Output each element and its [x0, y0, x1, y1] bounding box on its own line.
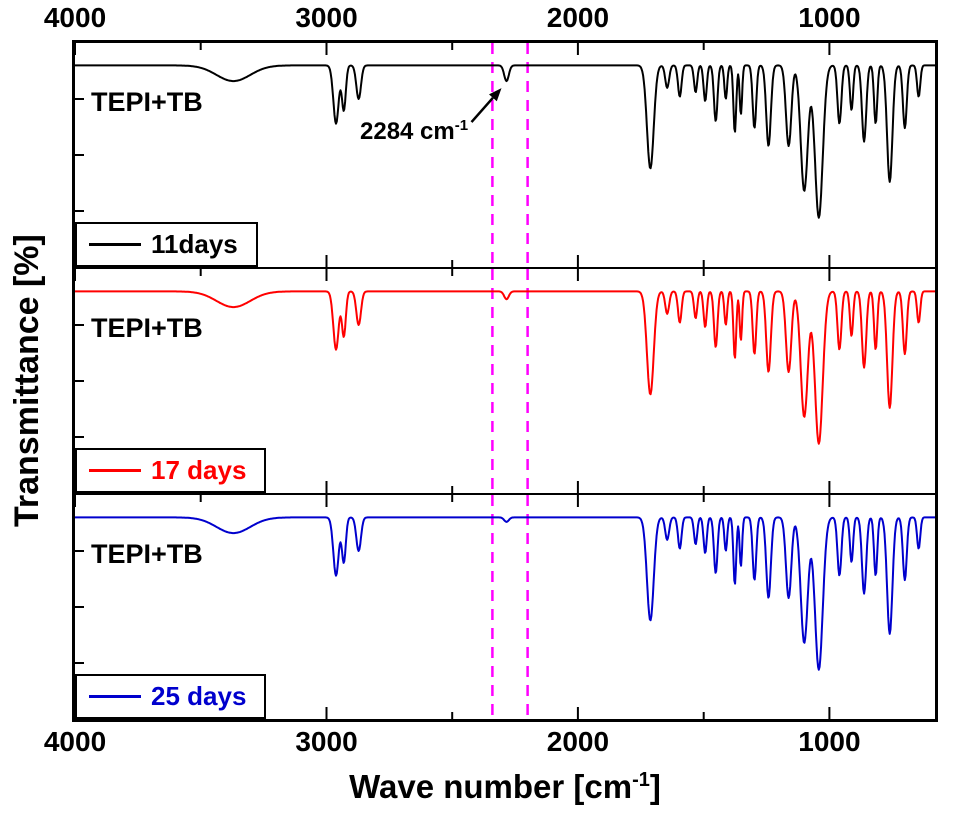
legend-label-25days: 25 days	[151, 681, 247, 712]
y-axis-title-text: Transmittance [%]	[8, 234, 46, 528]
x-axis-title: Wave number [cm-1]	[72, 768, 938, 806]
annotation-superscript: -1	[454, 117, 469, 134]
plot-area: TEPI+TB 2284 cm-1 11days TEPI+TB 17 days…	[72, 40, 938, 722]
annotation-arrow-line	[470, 97, 494, 123]
legend-11days: 11days	[75, 222, 258, 267]
spectrum-curve-17days	[75, 290, 935, 445]
x-tick-label-4000: 4000	[43, 2, 107, 33]
annotation-2284-label: 2284 cm-1	[360, 117, 468, 146]
x-axis-title-superscript: -1	[632, 769, 650, 791]
x-axis-title-text: Wave number [cm	[349, 768, 633, 805]
spectrum-curve-11days	[75, 64, 935, 219]
annotation-arrow-head	[489, 88, 502, 102]
x-axis-title-suffix: ]	[649, 768, 661, 805]
x-tick-label-2000: 2000	[546, 2, 610, 33]
legend-line-sample-25days	[89, 695, 141, 699]
panel-11days: TEPI+TB 2284 cm-1 11days	[75, 43, 935, 269]
x-tick-label-1000: 1000	[798, 726, 861, 757]
x-tick-label-3000: 3000	[295, 2, 358, 33]
x-tick-label-2000: 2000	[546, 726, 610, 757]
x-tick-label-1000: 1000	[798, 2, 861, 33]
spectrum-plot-17days	[75, 269, 935, 493]
legend-25days: 25 days	[75, 674, 267, 719]
legend-line-sample-17days	[89, 469, 141, 473]
legend-label-11days: 11days	[151, 229, 238, 260]
sample-label-11days: TEPI+TB	[91, 87, 203, 117]
spectrum-plot-11days	[75, 43, 935, 267]
legend-label-17days: 17 days	[151, 455, 247, 486]
panel-25days: TEPI+TB 25 days	[75, 495, 935, 719]
annotation-text: 2284 cm	[360, 118, 455, 145]
legend-line-sample-11days	[89, 243, 141, 247]
sample-label-17days: TEPI+TB	[91, 313, 203, 343]
panel-17days: TEPI+TB 17 days	[75, 269, 935, 495]
top-axis-tick-labels: 4000 3000 2000 1000	[44, 2, 935, 36]
legend-17days: 17 days	[75, 448, 267, 493]
bottom-axis-tick-labels: 4000 3000 2000 1000	[44, 726, 935, 760]
y-axis-title: Transmittance [%]	[8, 40, 47, 722]
sample-label-25days: TEPI+TB	[91, 539, 203, 569]
x-tick-label-4000: 4000	[43, 726, 107, 757]
spectrum-curve-25days	[75, 516, 935, 671]
x-tick-label-3000: 3000	[295, 726, 358, 757]
